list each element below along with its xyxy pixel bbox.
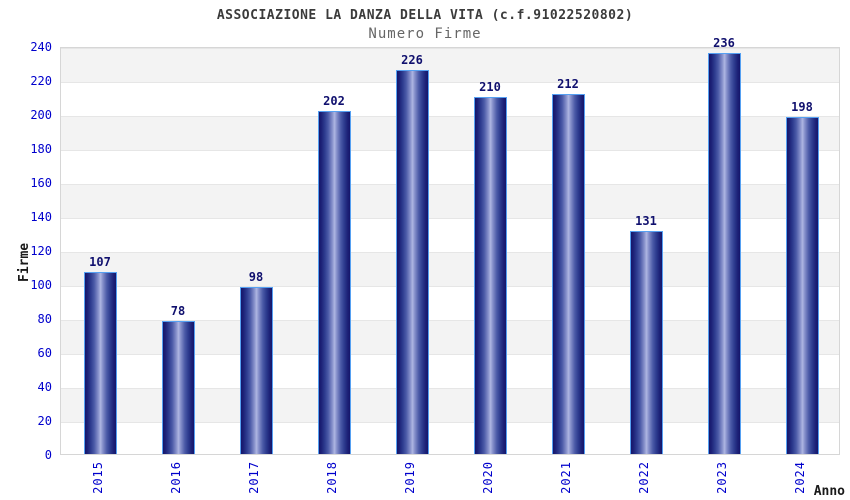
y-tick-label: 160 bbox=[30, 176, 52, 190]
y-tick-label: 200 bbox=[30, 108, 52, 122]
bar-value-label: 198 bbox=[791, 100, 813, 114]
bar-value-label: 131 bbox=[635, 214, 657, 228]
bar-2022 bbox=[630, 231, 663, 454]
bar-value-label: 212 bbox=[557, 77, 579, 91]
x-tick-label: 2024 bbox=[793, 461, 807, 494]
x-axis-label: Anno bbox=[813, 484, 845, 499]
x-tick-label: 2018 bbox=[325, 461, 339, 494]
y-tick-label: 140 bbox=[30, 210, 52, 224]
y-tick-label: 80 bbox=[37, 312, 52, 326]
bar-value-label: 210 bbox=[479, 80, 501, 94]
bar-2024 bbox=[786, 117, 819, 454]
y-tick-label: 220 bbox=[30, 74, 52, 88]
bar-value-label: 107 bbox=[89, 255, 111, 269]
x-tick-label: 2017 bbox=[247, 461, 261, 494]
y-tick-label: 240 bbox=[30, 40, 52, 54]
bar-value-label: 78 bbox=[170, 304, 186, 318]
bar-2021 bbox=[552, 94, 585, 454]
y-tick-label: 0 bbox=[44, 448, 52, 462]
x-tick-label: 2016 bbox=[169, 461, 183, 494]
bar-2018 bbox=[318, 111, 351, 454]
bar-2023 bbox=[708, 53, 741, 454]
y-tick-label: 40 bbox=[37, 380, 52, 394]
y-tick-label: 120 bbox=[30, 244, 52, 258]
x-tick-label: 2022 bbox=[637, 461, 651, 494]
y-tick-label: 100 bbox=[30, 278, 52, 292]
chart-title: ASSOCIAZIONE LA DANZA DELLA VITA (c.f.91… bbox=[216, 8, 634, 23]
bar-2015 bbox=[84, 272, 117, 454]
bar-2017 bbox=[240, 287, 273, 454]
bar-2019 bbox=[396, 70, 429, 454]
y-tick-label: 60 bbox=[37, 346, 52, 360]
x-tick-label: 2019 bbox=[403, 461, 417, 494]
plot-area: 107 78 98 202 226 210 212 131 236 198 bbox=[60, 36, 840, 455]
x-tick-label: 2021 bbox=[559, 461, 573, 494]
bar-2020 bbox=[474, 97, 507, 454]
y-tick-label: 180 bbox=[30, 142, 52, 156]
chart-subtitle: Numero Firme bbox=[368, 26, 482, 42]
x-tick-label: 2020 bbox=[481, 461, 495, 494]
bar-value-label: 226 bbox=[401, 53, 423, 67]
bar-value-label: 202 bbox=[323, 94, 345, 108]
x-tick-label: 2023 bbox=[715, 461, 729, 494]
x-tick-label: 2015 bbox=[91, 461, 105, 494]
bar-2016 bbox=[162, 321, 195, 454]
bar-value-label: 98 bbox=[248, 270, 264, 284]
y-tick-label: 20 bbox=[37, 414, 52, 428]
bar-value-label: 236 bbox=[713, 36, 735, 50]
